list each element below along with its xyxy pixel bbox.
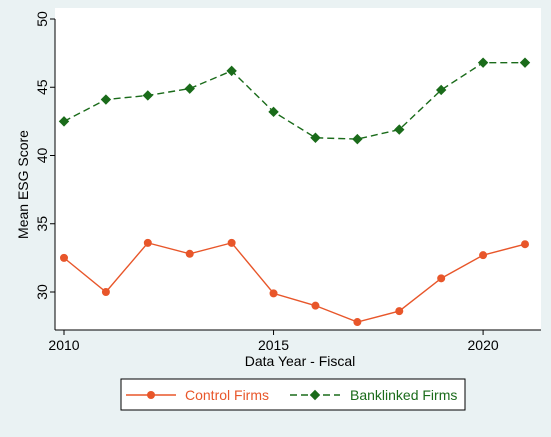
point-marker (394, 124, 405, 135)
point-marker (519, 57, 531, 68)
point-marker (268, 106, 279, 118)
point-marker (60, 253, 68, 262)
point-marker (269, 289, 278, 298)
legend-entry: Control Firms (126, 387, 269, 403)
point-marker (226, 65, 237, 77)
point-marker (100, 94, 112, 105)
point-marker (310, 132, 321, 143)
series-2 (58, 57, 531, 145)
point-marker (479, 251, 488, 260)
y-tick-label: 50 (34, 11, 50, 27)
point-marker (435, 84, 447, 96)
point-marker (477, 57, 489, 68)
point-marker (311, 301, 320, 310)
point-marker (101, 288, 110, 296)
y-tick-label: 35 (34, 216, 50, 232)
y-axis-ticks: 30 35 40 45 50 (34, 11, 55, 300)
point-marker (143, 238, 152, 247)
legend-entry: Banklinked Firms (290, 387, 457, 403)
point-marker (184, 83, 195, 94)
x-axis-label: Data Year - Fiscal (245, 353, 356, 369)
series-line (63, 61, 525, 140)
y-tick-label: 45 (34, 79, 50, 95)
point-marker (353, 318, 362, 327)
point-marker (227, 238, 236, 247)
x-tick-label: 2020 (468, 337, 499, 353)
series-1 (60, 238, 529, 327)
plot-area (55, 8, 541, 330)
x-tick-label: 2015 (258, 337, 289, 353)
x-tick-label: 2010 (48, 337, 79, 353)
point-marker (185, 249, 194, 258)
y-tick-label: 40 (34, 148, 50, 164)
legend: Control Firms Banklinked Firms (120, 378, 466, 411)
point-marker (521, 240, 529, 249)
point-marker (309, 389, 321, 401)
point-marker (395, 307, 404, 316)
point-marker (352, 133, 363, 145)
series-layer (58, 57, 531, 327)
legend-entries: Control Firms Banklinked Firms (126, 387, 457, 403)
point-marker (147, 391, 155, 399)
y-axis-label: Mean ESG Score (15, 130, 31, 239)
x-axis-ticks: 2010 2015 2020 (48, 330, 499, 353)
series-line (63, 242, 526, 323)
legend-label: Control Firms (185, 387, 269, 403)
point-marker (58, 116, 70, 127)
point-marker (142, 90, 154, 101)
legend-label: Banklinked Firms (350, 387, 457, 403)
point-marker (437, 274, 446, 283)
y-tick-label: 30 (34, 284, 50, 300)
